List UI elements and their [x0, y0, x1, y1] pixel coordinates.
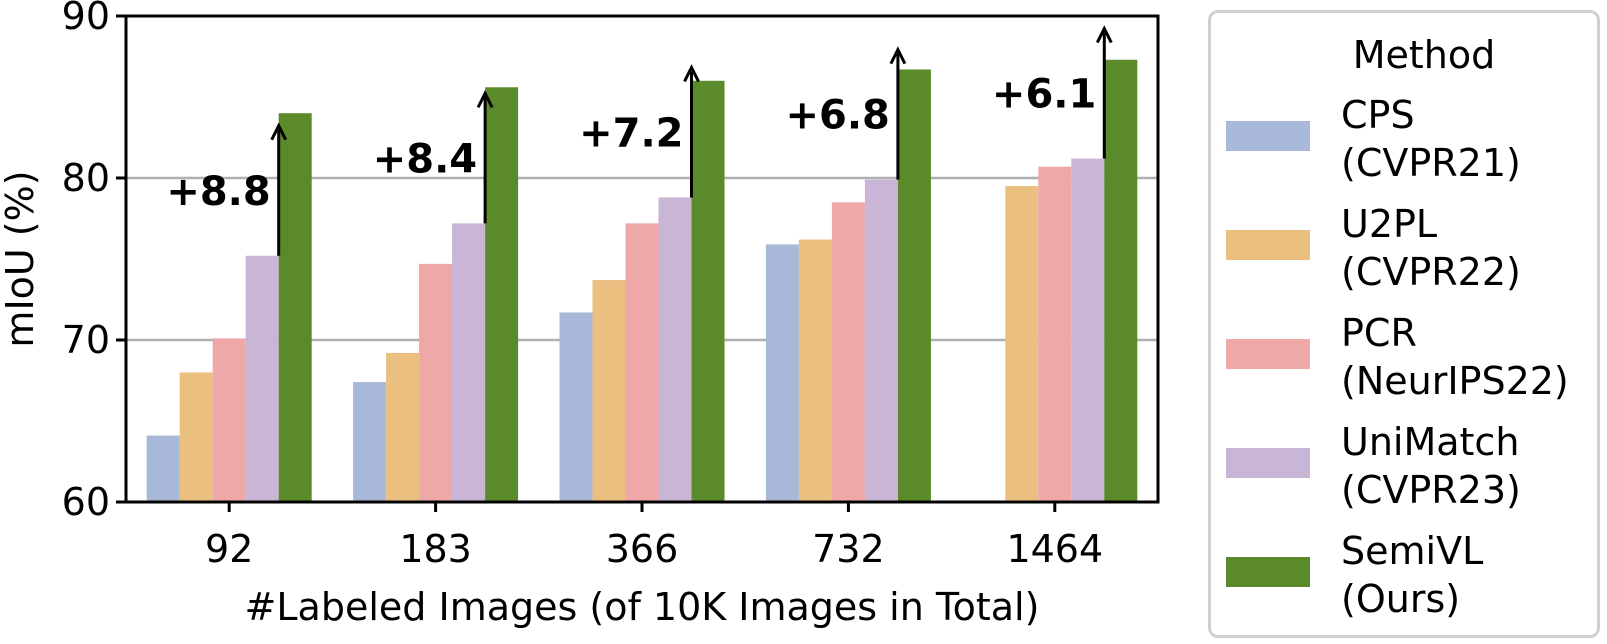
bar-366-pcr — [625, 223, 659, 503]
legend-swatch — [1226, 230, 1310, 260]
arrow-head — [476, 90, 494, 109]
x-tick-label: 1464 — [1006, 527, 1103, 571]
x-tick-label: 366 — [606, 527, 679, 571]
annotation-92: +8.8 — [166, 122, 288, 256]
y-axis-ticks: 60 70 80 90 — [62, 0, 126, 524]
legend-item-cps: CPS (CVPR21) — [1211, 91, 1597, 191]
bar-92-semivl — [278, 113, 312, 502]
bar-183-pcr — [419, 263, 453, 502]
legend-swatch — [1226, 557, 1310, 587]
legend-label-line1: U2PL — [1341, 202, 1438, 246]
arrow-head — [683, 64, 700, 83]
legend-item-pcr: PCR (NeurIPS22) — [1211, 309, 1597, 409]
bar-183-cps — [353, 382, 387, 502]
bar-chart: +8.8 +8.4 +7.2 +6.8 +6.1 60 70 80 90 92 183 366 73… — [0, 0, 1160, 629]
legend-item-u2pl: U2PL (CVPR22) — [1211, 200, 1597, 300]
bar-732-u2pl — [798, 239, 832, 502]
bar-732-semivl — [897, 69, 931, 503]
bar-92-cps — [146, 435, 180, 502]
annotation-label: +6.1 — [992, 72, 1096, 118]
bar-1464-unimatch — [1071, 158, 1105, 502]
annotation-183: +8.4 — [373, 90, 494, 224]
bar-366-u2pl — [592, 280, 626, 502]
legend-label-line1: CPS — [1341, 93, 1415, 137]
arrow-head — [270, 122, 288, 141]
legend-label-line2: (NeurIPS22) — [1341, 359, 1569, 403]
bar-366-unimatch — [658, 197, 692, 502]
annotation-1464: +6.1 — [992, 25, 1113, 159]
x-tick-label: 732 — [812, 527, 885, 571]
bar-92-unimatch — [245, 255, 279, 502]
arrow-head — [1095, 25, 1113, 44]
arrow-head — [889, 46, 907, 65]
annotation-label: +8.8 — [166, 169, 270, 215]
legend-label: PCR (NeurIPS22) — [1341, 309, 1569, 405]
bar-183-semivl — [485, 87, 519, 502]
legend-item-semivl: SemiVL (Ours) — [1211, 527, 1597, 627]
bars — [146, 59, 1138, 503]
bar-1464-u2pl — [1005, 186, 1039, 502]
legend-label: CPS (CVPR21) — [1341, 91, 1521, 187]
legend-swatch — [1226, 339, 1310, 369]
legend-swatch — [1226, 121, 1310, 151]
annotation-732: +6.8 — [786, 46, 907, 180]
legend-label: UniMatch (CVPR23) — [1341, 418, 1521, 514]
legend-item-unimatch: UniMatch (CVPR23) — [1211, 418, 1597, 518]
y-axis-label: mIoU (%) — [0, 170, 42, 347]
annotation-label: +6.8 — [786, 93, 890, 139]
bar-732-cps — [765, 244, 799, 503]
legend-label-line2: (CVPR22) — [1341, 250, 1521, 294]
bar-732-pcr — [831, 202, 865, 503]
improvement-annotations: +8.8 +8.4 +7.2 +6.8 +6.1 — [166, 25, 1113, 256]
legend-label-line2: (CVPR21) — [1341, 141, 1521, 185]
x-tick-label: 183 — [399, 527, 472, 571]
annotation-366: +7.2 — [579, 64, 700, 198]
bar-732-unimatch — [864, 179, 898, 502]
legend-label: SemiVL (Ours) — [1341, 527, 1483, 623]
x-axis-label: #Labeled Images (of 10K Images in Total) — [245, 585, 1040, 629]
legend: Method CPS (CVPR21) U2PL (CVPR22) PCR (NeurIP… — [1208, 10, 1600, 638]
bar-366-semivl — [691, 80, 725, 503]
y-tick-label: 70 — [62, 318, 110, 362]
legend-label-line1: UniMatch — [1341, 420, 1520, 464]
bar-1464-pcr — [1038, 166, 1072, 502]
legend-swatch — [1226, 448, 1310, 478]
legend-label-line1: PCR — [1341, 311, 1417, 355]
x-tick-label: 92 — [205, 527, 253, 571]
bar-92-u2pl — [179, 372, 213, 502]
y-tick-label: 90 — [62, 0, 110, 38]
bar-366-cps — [559, 312, 593, 502]
x-axis-ticks: 92 183 366 732 1464 — [205, 502, 1103, 571]
bar-92-pcr — [212, 338, 246, 502]
legend-label-line2: (Ours) — [1341, 577, 1461, 621]
legend-label-line1: SemiVL — [1341, 529, 1484, 573]
y-tick-label: 60 — [62, 480, 110, 524]
annotation-label: +8.4 — [373, 136, 477, 182]
annotation-label: +7.2 — [579, 110, 683, 156]
bar-1464-semivl — [1104, 59, 1138, 503]
legend-label-line2: (CVPR23) — [1341, 468, 1521, 512]
legend-title: Method — [1352, 33, 1496, 77]
bar-183-unimatch — [452, 223, 486, 503]
y-tick-label: 80 — [62, 156, 110, 200]
bar-183-u2pl — [386, 352, 420, 502]
legend-label: U2PL (CVPR22) — [1341, 200, 1521, 296]
